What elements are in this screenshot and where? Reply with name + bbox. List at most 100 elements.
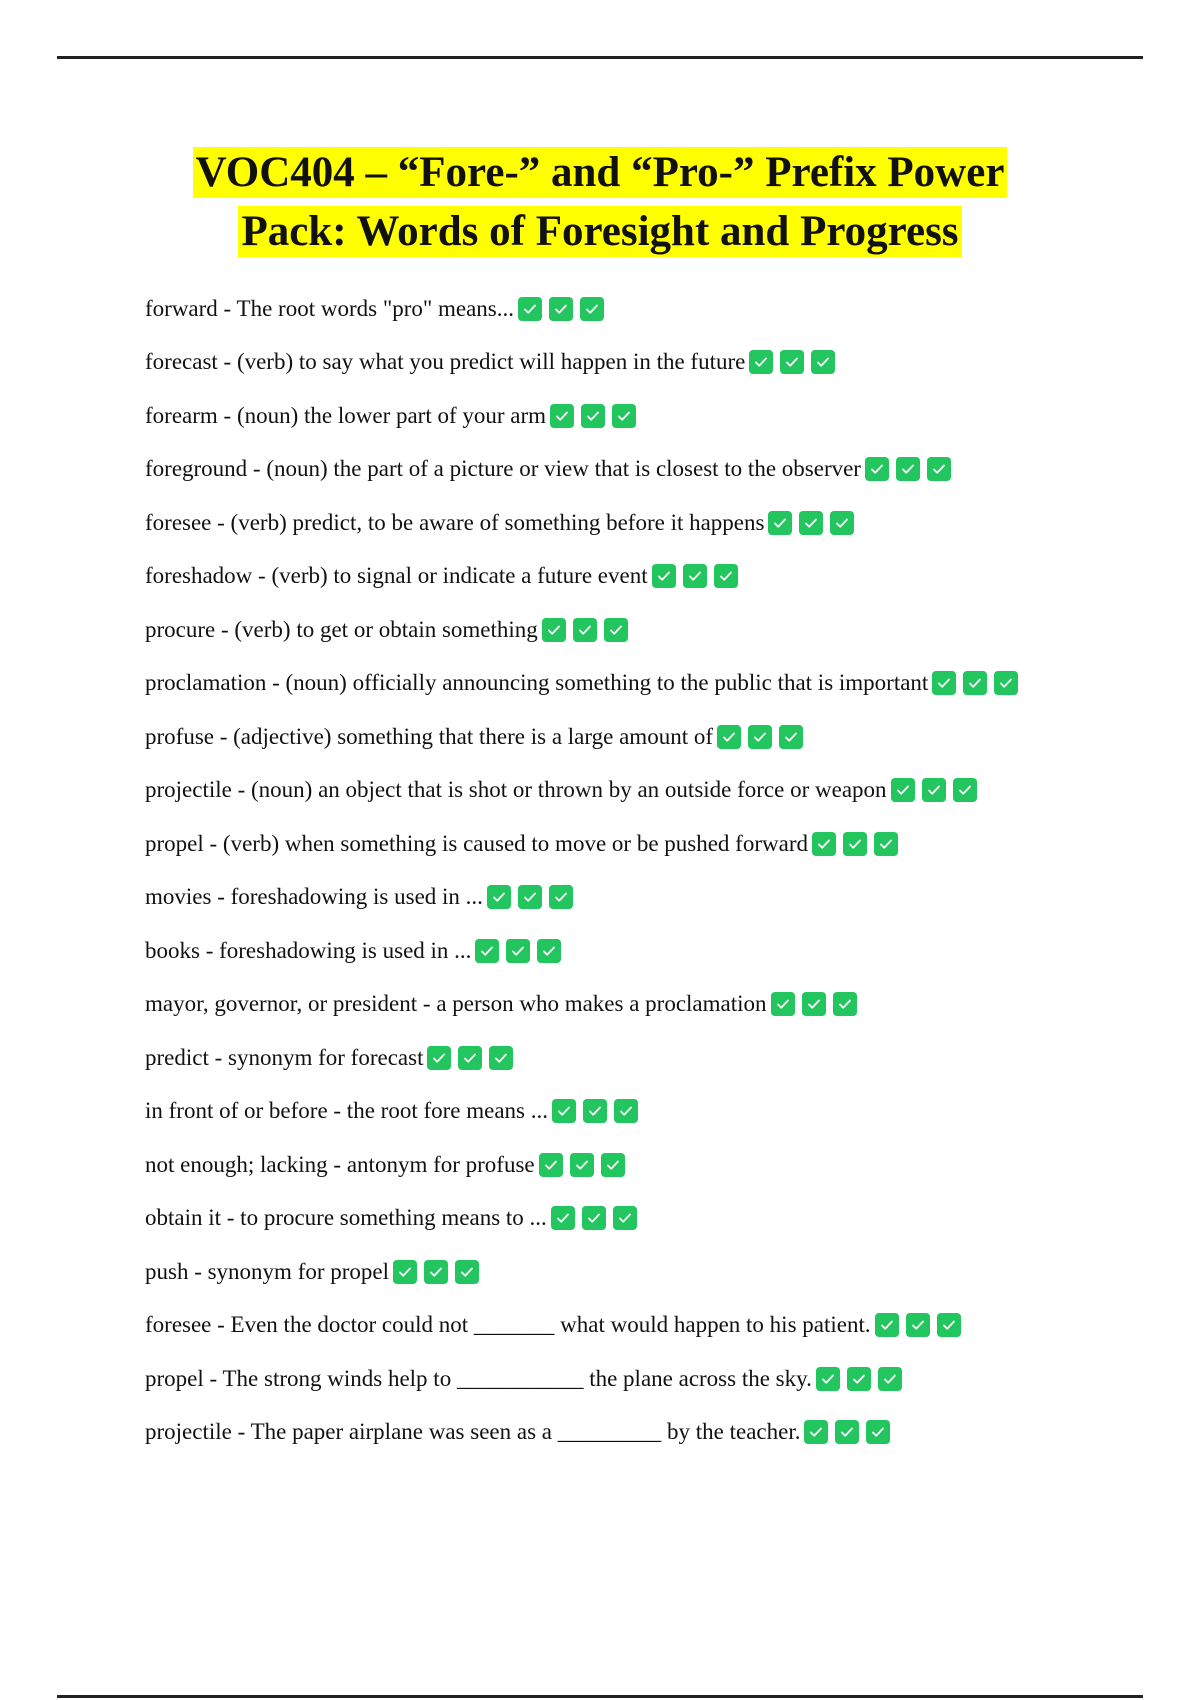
check-mark-icon — [506, 938, 531, 963]
item-text: projectile - The paper airplane was seen… — [145, 1419, 801, 1445]
check-mark-icon — [873, 831, 898, 856]
check-mark-icon — [682, 564, 707, 589]
check-mark-icon — [864, 457, 889, 482]
check-marks — [486, 885, 573, 910]
check-mark-icon — [572, 617, 597, 642]
check-mark-icon — [874, 1313, 899, 1338]
check-mark-icon — [890, 778, 915, 803]
list-item: procure - (verb) to get or obtain someth… — [145, 603, 1145, 657]
check-mark-icon — [713, 564, 738, 589]
check-mark-icon — [541, 617, 566, 642]
check-mark-icon — [952, 778, 977, 803]
item-text: foresee - Even the doctor could not ____… — [145, 1312, 871, 1338]
check-mark-icon — [486, 885, 511, 910]
check-mark-icon — [804, 1420, 829, 1445]
header-rule — [57, 56, 1143, 59]
check-marks — [427, 1045, 514, 1070]
check-mark-icon — [393, 1259, 418, 1284]
check-mark-icon — [475, 938, 500, 963]
list-item: profuse - (adjective) something that the… — [145, 710, 1145, 764]
check-mark-icon — [830, 510, 855, 535]
list-item: movies - foreshadowing is used in ... — [145, 871, 1145, 925]
check-marks — [768, 510, 855, 535]
list-item: foreground - (noun) the part of a pictur… — [145, 443, 1145, 497]
list-item: foresee - (verb) predict, to be aware of… — [145, 496, 1145, 550]
list-item: projectile - The paper airplane was seen… — [145, 1406, 1145, 1460]
check-mark-icon — [936, 1313, 961, 1338]
list-item: books - foreshadowing is used in ... — [145, 924, 1145, 978]
check-marks — [538, 1152, 625, 1177]
check-mark-icon — [583, 1099, 607, 1124]
check-mark-icon — [424, 1259, 449, 1284]
check-marks — [550, 1206, 637, 1231]
check-mark-icon — [538, 1152, 563, 1177]
check-mark-icon — [921, 778, 946, 803]
item-text: forecast - (verb) to say what you predic… — [145, 349, 746, 375]
item-text: not enough; lacking - antonym for profus… — [145, 1151, 535, 1177]
item-text: in front of or before - the root fore me… — [145, 1098, 548, 1124]
check-mark-icon — [552, 1099, 576, 1124]
check-marks — [815, 1366, 902, 1391]
list-item: projectile - (noun) an object that is sh… — [145, 764, 1145, 818]
list-item: foresee - Even the doctor could not ____… — [145, 1299, 1145, 1353]
check-marks — [518, 296, 605, 321]
title-line-1: VOC404 – “Fore-” and “Pro-” Prefix Power — [192, 147, 1008, 198]
list-item: proclamation - (noun) officially announc… — [145, 657, 1145, 711]
item-text: forward - The root words "pro" means... — [145, 295, 515, 321]
list-item: propel - The strong winds help to ______… — [145, 1352, 1145, 1406]
check-marks — [552, 1099, 638, 1124]
footer-rule — [57, 1695, 1143, 1698]
list-item: foreshadow - (verb) to signal or indicat… — [145, 550, 1145, 604]
check-marks — [475, 938, 562, 963]
check-mark-icon — [717, 724, 741, 749]
check-mark-icon — [926, 457, 951, 482]
list-item: obtain it - to procure something means t… — [145, 1192, 1145, 1246]
item-text: profuse - (adjective) something that the… — [145, 723, 713, 749]
check-mark-icon — [427, 1045, 452, 1070]
check-marks — [804, 1420, 891, 1445]
page-title: VOC404 – “Fore-” and “Pro-” Prefix Power… — [0, 143, 1200, 261]
check-mark-icon — [832, 992, 857, 1017]
check-mark-icon — [866, 1420, 891, 1445]
item-text: mayor, governor, or president - a person… — [145, 991, 767, 1017]
list-item: in front of or before - the root fore me… — [145, 1085, 1145, 1139]
check-mark-icon — [614, 1099, 638, 1124]
item-text: proclamation - (noun) officially announc… — [145, 670, 929, 696]
item-text: obtain it - to procure something means t… — [145, 1205, 547, 1231]
check-mark-icon — [801, 992, 826, 1017]
check-mark-icon — [811, 831, 836, 856]
check-mark-icon — [799, 510, 824, 535]
check-mark-icon — [932, 671, 957, 696]
item-text: propel - The strong winds help to ______… — [145, 1365, 812, 1391]
check-mark-icon — [455, 1259, 480, 1284]
check-mark-icon — [963, 671, 988, 696]
check-mark-icon — [580, 296, 605, 321]
check-mark-icon — [905, 1313, 930, 1338]
item-text: forearm - (noun) the lower part of your … — [145, 402, 547, 428]
check-marks — [717, 724, 803, 749]
check-mark-icon — [569, 1152, 594, 1177]
list-item: forward - The root words "pro" means... — [145, 282, 1145, 336]
check-mark-icon — [581, 403, 606, 428]
check-marks — [541, 617, 628, 642]
check-mark-icon — [612, 403, 637, 428]
check-mark-icon — [537, 938, 562, 963]
list-item: not enough; lacking - antonym for profus… — [145, 1138, 1145, 1192]
item-text: movies - foreshadowing is used in ... — [145, 884, 483, 910]
check-mark-icon — [581, 1206, 606, 1231]
check-mark-icon — [651, 564, 676, 589]
check-mark-icon — [517, 885, 542, 910]
check-marks — [393, 1259, 480, 1284]
item-text: predict - synonym for forecast — [145, 1044, 424, 1070]
title-line-2: Pack: Words of Foresight and Progress — [238, 206, 962, 257]
item-text: foreshadow - (verb) to signal or indicat… — [145, 563, 648, 589]
check-mark-icon — [749, 350, 774, 375]
check-mark-icon — [815, 1366, 840, 1391]
check-mark-icon — [780, 350, 805, 375]
item-text: projectile - (noun) an object that is sh… — [145, 777, 887, 803]
check-marks — [864, 457, 951, 482]
item-text: push - synonym for propel — [145, 1258, 390, 1284]
check-mark-icon — [842, 831, 867, 856]
check-marks — [874, 1313, 961, 1338]
check-mark-icon — [994, 671, 1019, 696]
